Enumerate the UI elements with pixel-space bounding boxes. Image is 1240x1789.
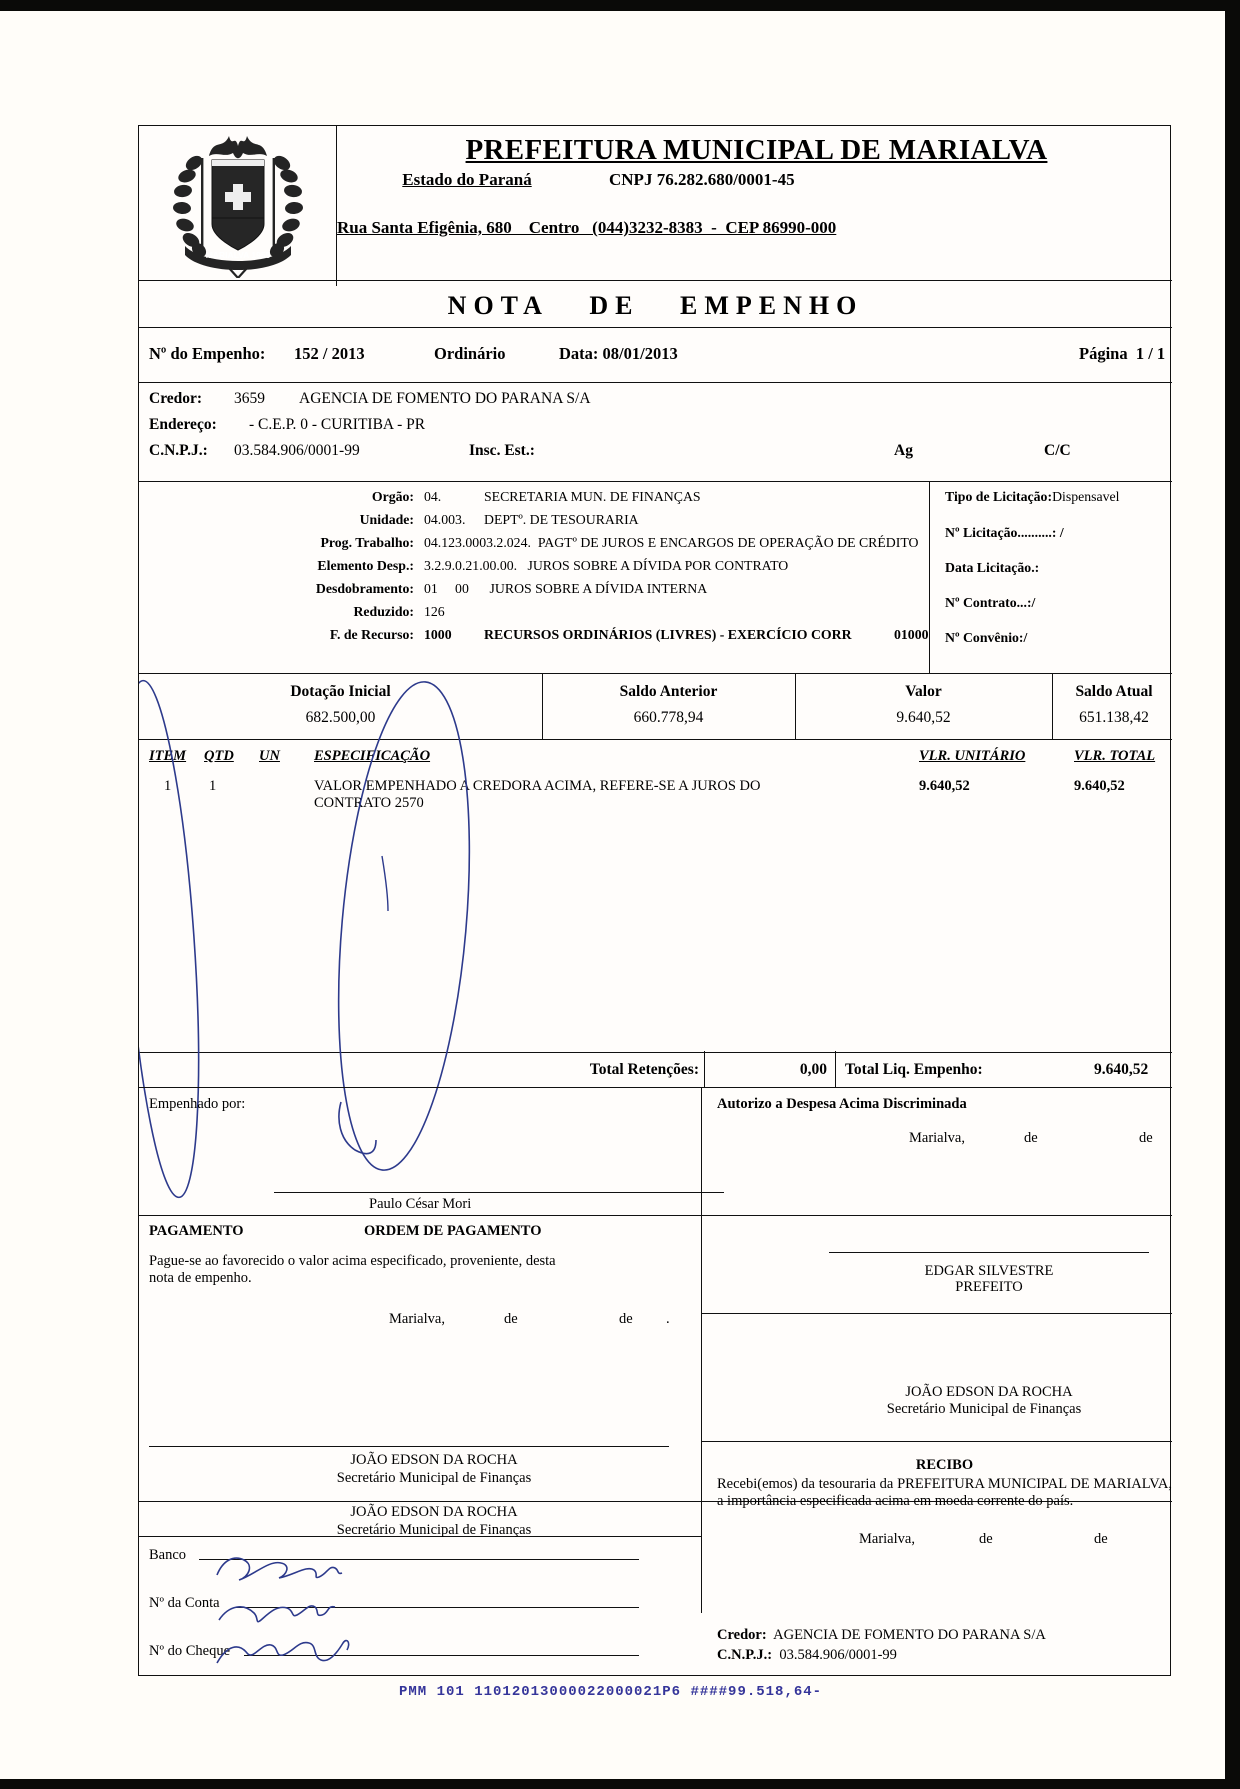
svg-text:MARIALVA 1955: MARIALVA 1955 (206, 250, 271, 260)
